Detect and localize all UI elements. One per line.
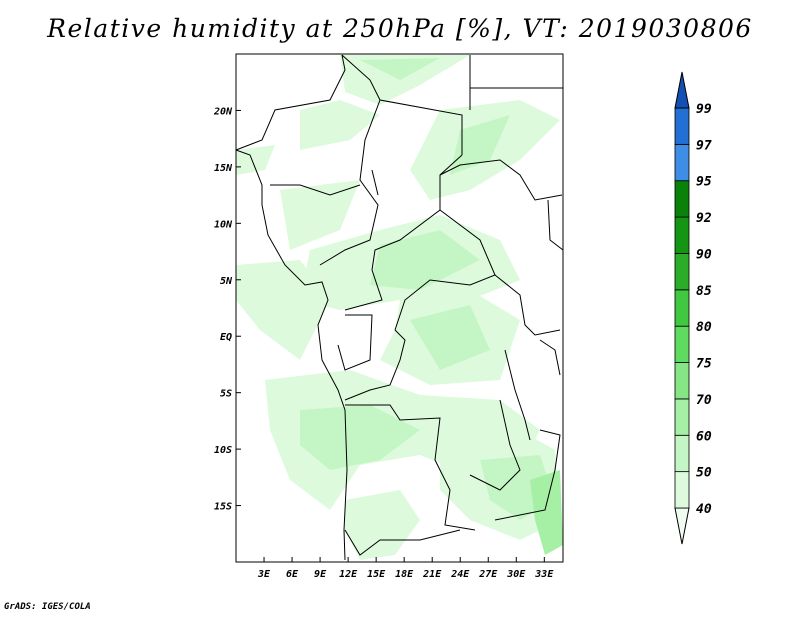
chart-title: Relative humidity at 250hPa [%], VT: 201… — [47, 14, 753, 43]
map-panel: 3E 6E 9E 12E 15E 18E 21E 24E 27E 30E 33E 20N 15N 10N… — [213, 53, 564, 580]
colorbar-label: 90 — [696, 247, 712, 262]
map-frame — [235, 53, 564, 563]
colorbar-lower-arrow — [674, 507, 690, 545]
humidity-shading — [236, 55, 563, 560]
border-line — [345, 404, 476, 531]
x-axis-ticks: 3E 6E 9E 12E 15E 18E 21E 24E 27E 30E 33E — [257, 557, 554, 580]
border-line — [494, 429, 561, 521]
shade-region — [360, 58, 440, 80]
x-tick-label: 24E — [450, 569, 470, 580]
border-line — [494, 274, 561, 336]
colorbar-swatch — [674, 253, 690, 291]
y-tick-label: 5N — [220, 276, 233, 287]
border-line — [539, 339, 561, 376]
colorbar-swatch — [674, 398, 690, 436]
shade-region — [345, 490, 420, 560]
x-tick-label: 21E — [422, 569, 442, 580]
shade-region — [410, 305, 490, 370]
y-tick-label: 15N — [214, 163, 233, 174]
shade-region — [280, 180, 360, 250]
border-line — [344, 154, 463, 311]
shade-region — [300, 100, 380, 150]
colorbar-swatch — [674, 143, 690, 182]
y-tick-label: 10S — [214, 445, 232, 456]
x-tick-label: 18E — [395, 569, 414, 580]
colorbar-swatch — [674, 216, 690, 254]
border-line — [371, 169, 379, 196]
coastline — [235, 149, 348, 561]
y-tick-label: 10N — [214, 219, 233, 230]
colorbar-upper-arrow — [674, 71, 690, 109]
shade-region — [450, 115, 510, 175]
colorbar-swatch — [674, 107, 690, 145]
colorbar-label: 92 — [696, 211, 712, 226]
y-tick-label: EQ — [220, 332, 232, 343]
colorbar-label: 85 — [696, 284, 712, 299]
border-line — [319, 99, 381, 266]
border-line — [344, 529, 461, 556]
colorbar-label: 60 — [696, 429, 712, 444]
x-tick-label: 3E — [257, 569, 271, 580]
y-axis-ticks: 20N 15N 10N 5N EQ 5S 10S 15S — [213, 106, 241, 513]
shade-region — [300, 405, 420, 470]
border-line — [504, 349, 531, 441]
colorbar: 40 50 60 70 75 80 85 90 92 95 97 99 — [674, 71, 712, 545]
colorbar-swatch — [674, 180, 690, 218]
border-line — [439, 159, 563, 201]
border-line — [547, 199, 564, 251]
colorbar-label: 50 — [696, 466, 712, 481]
border-line — [394, 209, 496, 331]
x-tick-label: 6E — [286, 569, 299, 580]
colorbar-swatch — [674, 434, 690, 473]
x-tick-label: 15E — [367, 569, 386, 580]
colorbar-label: 95 — [696, 175, 712, 190]
y-tick-label: 5S — [220, 389, 232, 400]
x-tick-label: 12E — [339, 569, 358, 580]
shade-region — [340, 55, 470, 105]
shade-region — [370, 230, 480, 290]
colorbar-label: 75 — [696, 357, 712, 372]
colorbar-swatch — [674, 325, 690, 363]
colorbar-label: 70 — [696, 393, 712, 408]
border-line — [270, 184, 361, 196]
shade-region — [530, 470, 563, 555]
y-tick-label: 20N — [213, 106, 233, 117]
colorbar-label: 40 — [696, 502, 712, 517]
border-line — [337, 314, 373, 371]
y-tick-label: 15S — [214, 502, 232, 513]
colorbar-swatch — [674, 362, 690, 400]
colorbar-swatch — [674, 471, 690, 509]
border-line — [469, 399, 521, 491]
country-borders — [235, 54, 564, 561]
colorbar-label: 80 — [696, 320, 712, 335]
credit-text: GrADS: IGES/COLA — [4, 602, 91, 612]
x-tick-label: 27E — [478, 569, 498, 580]
border-line — [235, 54, 346, 151]
shade-region — [236, 145, 275, 175]
colorbar-label: 99 — [696, 102, 712, 117]
x-tick-label: 30E — [506, 569, 526, 580]
x-tick-label: 33E — [534, 569, 554, 580]
colorbar-swatch — [674, 289, 690, 327]
x-tick-label: 9E — [314, 569, 327, 580]
border-line — [344, 329, 406, 401]
colorbar-label: 97 — [696, 138, 712, 153]
